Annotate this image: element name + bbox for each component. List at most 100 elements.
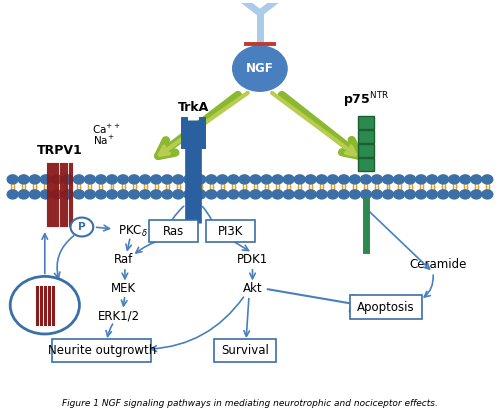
Text: Ceramide: Ceramide <box>409 258 467 271</box>
Text: Ca$^{++}$: Ca$^{++}$ <box>92 123 120 136</box>
Circle shape <box>18 190 29 199</box>
Circle shape <box>449 175 460 184</box>
Circle shape <box>404 190 415 199</box>
Circle shape <box>140 175 150 184</box>
Circle shape <box>482 175 493 184</box>
Circle shape <box>52 190 62 199</box>
Circle shape <box>426 190 438 199</box>
Circle shape <box>228 175 239 184</box>
Circle shape <box>7 175 18 184</box>
Text: TRPV1: TRPV1 <box>37 144 82 157</box>
Text: Survival: Survival <box>221 344 269 357</box>
Circle shape <box>30 190 40 199</box>
Circle shape <box>228 190 239 199</box>
Circle shape <box>217 175 228 184</box>
Text: Na$^{+}$: Na$^{+}$ <box>94 134 115 147</box>
Circle shape <box>128 175 140 184</box>
Circle shape <box>360 190 372 199</box>
Circle shape <box>306 190 316 199</box>
Circle shape <box>482 190 493 199</box>
Circle shape <box>74 175 85 184</box>
Circle shape <box>217 190 228 199</box>
Circle shape <box>40 190 51 199</box>
Text: TrkA: TrkA <box>178 101 209 114</box>
FancyBboxPatch shape <box>358 130 374 143</box>
Circle shape <box>294 190 305 199</box>
Circle shape <box>96 190 106 199</box>
Text: PDK1: PDK1 <box>237 254 268 266</box>
Circle shape <box>316 175 327 184</box>
Circle shape <box>272 175 283 184</box>
Text: ERK1/2: ERK1/2 <box>98 310 140 323</box>
Circle shape <box>338 190 349 199</box>
Text: Raf: Raf <box>114 254 134 266</box>
Circle shape <box>118 175 128 184</box>
Circle shape <box>416 175 426 184</box>
Circle shape <box>382 175 394 184</box>
Circle shape <box>184 190 194 199</box>
Circle shape <box>438 190 448 199</box>
Circle shape <box>162 175 172 184</box>
Text: Apoptosis: Apoptosis <box>357 301 415 314</box>
Text: Akt: Akt <box>242 282 262 295</box>
Circle shape <box>250 175 261 184</box>
Text: Neurite outgrowth: Neurite outgrowth <box>48 344 156 357</box>
FancyBboxPatch shape <box>350 295 422 319</box>
Circle shape <box>382 190 394 199</box>
Text: NGF: NGF <box>246 62 274 75</box>
Circle shape <box>84 190 96 199</box>
Circle shape <box>261 190 272 199</box>
Circle shape <box>338 175 349 184</box>
Circle shape <box>460 190 470 199</box>
Circle shape <box>150 175 162 184</box>
Circle shape <box>74 190 85 199</box>
Text: Figure 1 NGF signaling pathways in mediating neurotrophic and nociceptor effects: Figure 1 NGF signaling pathways in media… <box>62 399 438 408</box>
Circle shape <box>449 190 460 199</box>
Circle shape <box>162 190 172 199</box>
Circle shape <box>328 175 338 184</box>
Circle shape <box>106 175 118 184</box>
Circle shape <box>394 175 404 184</box>
Circle shape <box>239 175 250 184</box>
Circle shape <box>283 175 294 184</box>
Circle shape <box>232 46 287 91</box>
Circle shape <box>84 175 96 184</box>
Circle shape <box>350 190 360 199</box>
Circle shape <box>294 175 305 184</box>
Circle shape <box>372 175 382 184</box>
Circle shape <box>173 190 184 199</box>
Circle shape <box>40 175 51 184</box>
Circle shape <box>306 175 316 184</box>
FancyBboxPatch shape <box>358 116 374 129</box>
FancyBboxPatch shape <box>214 339 276 362</box>
Circle shape <box>250 190 261 199</box>
Circle shape <box>316 190 327 199</box>
Circle shape <box>206 190 217 199</box>
Circle shape <box>471 175 482 184</box>
FancyBboxPatch shape <box>52 339 151 362</box>
Circle shape <box>460 175 470 184</box>
Circle shape <box>184 175 194 184</box>
Circle shape <box>394 190 404 199</box>
Circle shape <box>239 190 250 199</box>
Circle shape <box>471 190 482 199</box>
Circle shape <box>18 175 29 184</box>
Text: PI3K: PI3K <box>218 225 243 238</box>
Circle shape <box>62 190 74 199</box>
Circle shape <box>96 175 106 184</box>
Circle shape <box>118 190 128 199</box>
Circle shape <box>372 190 382 199</box>
Circle shape <box>283 190 294 199</box>
Circle shape <box>106 190 118 199</box>
Circle shape <box>140 190 150 199</box>
Text: P: P <box>78 222 86 232</box>
Circle shape <box>328 190 338 199</box>
FancyBboxPatch shape <box>358 158 374 171</box>
Circle shape <box>438 175 448 184</box>
Circle shape <box>350 175 360 184</box>
FancyBboxPatch shape <box>148 220 198 242</box>
Circle shape <box>404 175 415 184</box>
Text: Ras: Ras <box>162 225 184 238</box>
Circle shape <box>173 175 184 184</box>
Circle shape <box>7 190 18 199</box>
